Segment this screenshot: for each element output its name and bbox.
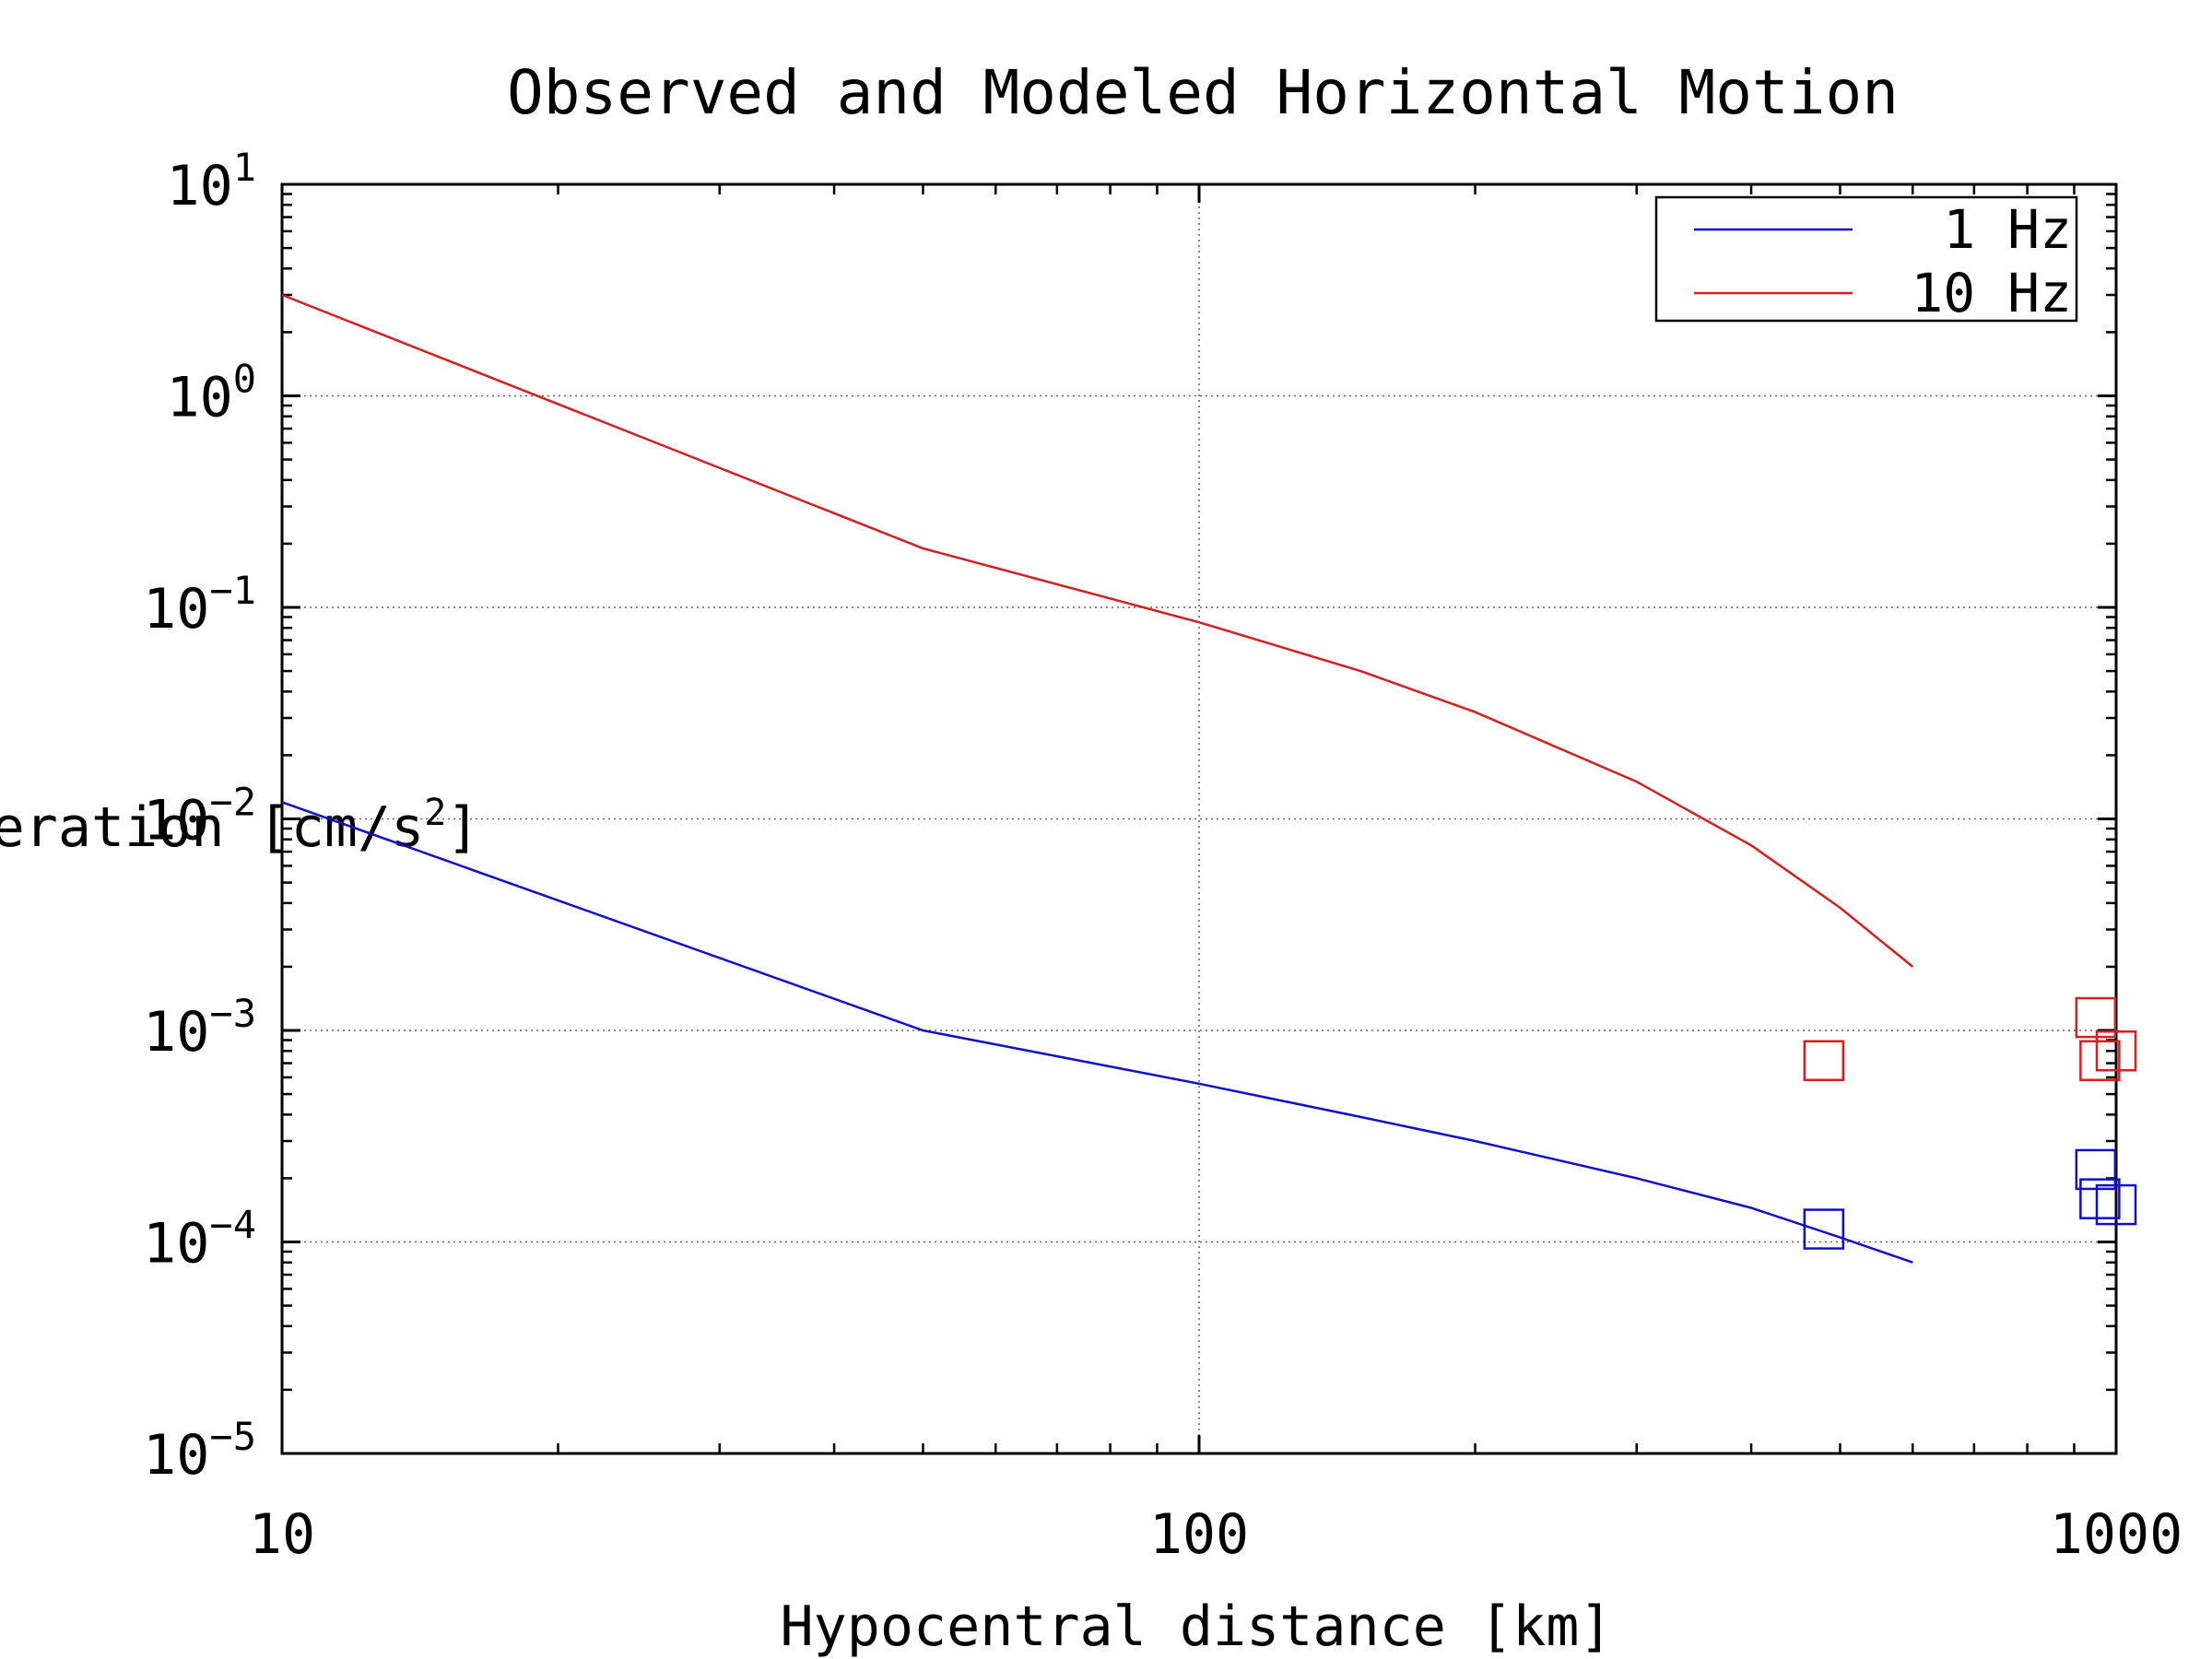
y-axis-label-end: ] (446, 795, 479, 860)
y-axis-label-text: Acceleration [cm/s (0, 795, 424, 860)
observed-marker-1-hz (2079, 1178, 2121, 1219)
chart-title: Observed and Modeled Horizontal Motion (507, 57, 1899, 128)
observed-marker-10-hz (1803, 1040, 1845, 1081)
series (281, 293, 2137, 1264)
y-tick-label: 10−5 (143, 1414, 256, 1488)
x-tick-label: 1000 (2050, 1502, 2183, 1567)
y-tick-label: 101 (166, 145, 256, 218)
y-tick-base: 10 (143, 789, 209, 853)
series-line-10-hz (281, 293, 1914, 968)
x-tick-label: 10 (249, 1502, 315, 1567)
y-tick-exponent: −2 (209, 780, 256, 825)
x-tick-label: 100 (1149, 1502, 1249, 1567)
y-tick-exponent: −4 (209, 1203, 256, 1248)
y-tick-base: 10 (166, 366, 232, 430)
y-tick-exponent: −1 (209, 568, 256, 613)
x-tick-labels: 10 100 1000 (249, 1502, 2183, 1567)
y-tick-base: 10 (143, 1212, 209, 1277)
y-tick-base: 10 (143, 1423, 209, 1488)
y-tick-label: 100 (166, 357, 256, 430)
series-line-1-hz (281, 801, 1913, 1264)
legend-box (1654, 195, 2078, 323)
observed-marker-10-hz (2079, 1040, 2121, 1081)
y-tick-label: 10−4 (143, 1203, 256, 1277)
observed-marker-10-hz (2095, 1030, 2137, 1072)
y-tick-exponent: 0 (233, 357, 256, 402)
y-tick-base: 10 (143, 577, 209, 641)
y-tick-exponent: −5 (209, 1414, 256, 1459)
legend-label-1-hz: 1 Hz (1943, 198, 2072, 261)
observed-marker-1-hz (1803, 1208, 1845, 1250)
y-tick-exponent: −3 (209, 991, 256, 1036)
y-tick-base: 10 (166, 154, 232, 218)
grid (282, 184, 2116, 1453)
y-axis-label-exponent: 2 (424, 792, 446, 834)
y-tick-label: 10−3 (143, 991, 256, 1065)
y-axis-label: Acceleration [cm/s2] (0, 792, 479, 860)
y-tick-label: 10−1 (143, 568, 256, 641)
y-tick-label: 10−2 (143, 780, 256, 853)
legend-label-10-hz: 10 Hz (1911, 262, 2072, 324)
y-tick-base: 10 (143, 1000, 209, 1065)
y-tick-exponent: 1 (233, 145, 256, 190)
observed-marker-1-hz (2095, 1183, 2137, 1226)
observed-marker-1-hz (2075, 1148, 2117, 1191)
x-axis-label: Hypocentral distance [km] (780, 1594, 1612, 1659)
